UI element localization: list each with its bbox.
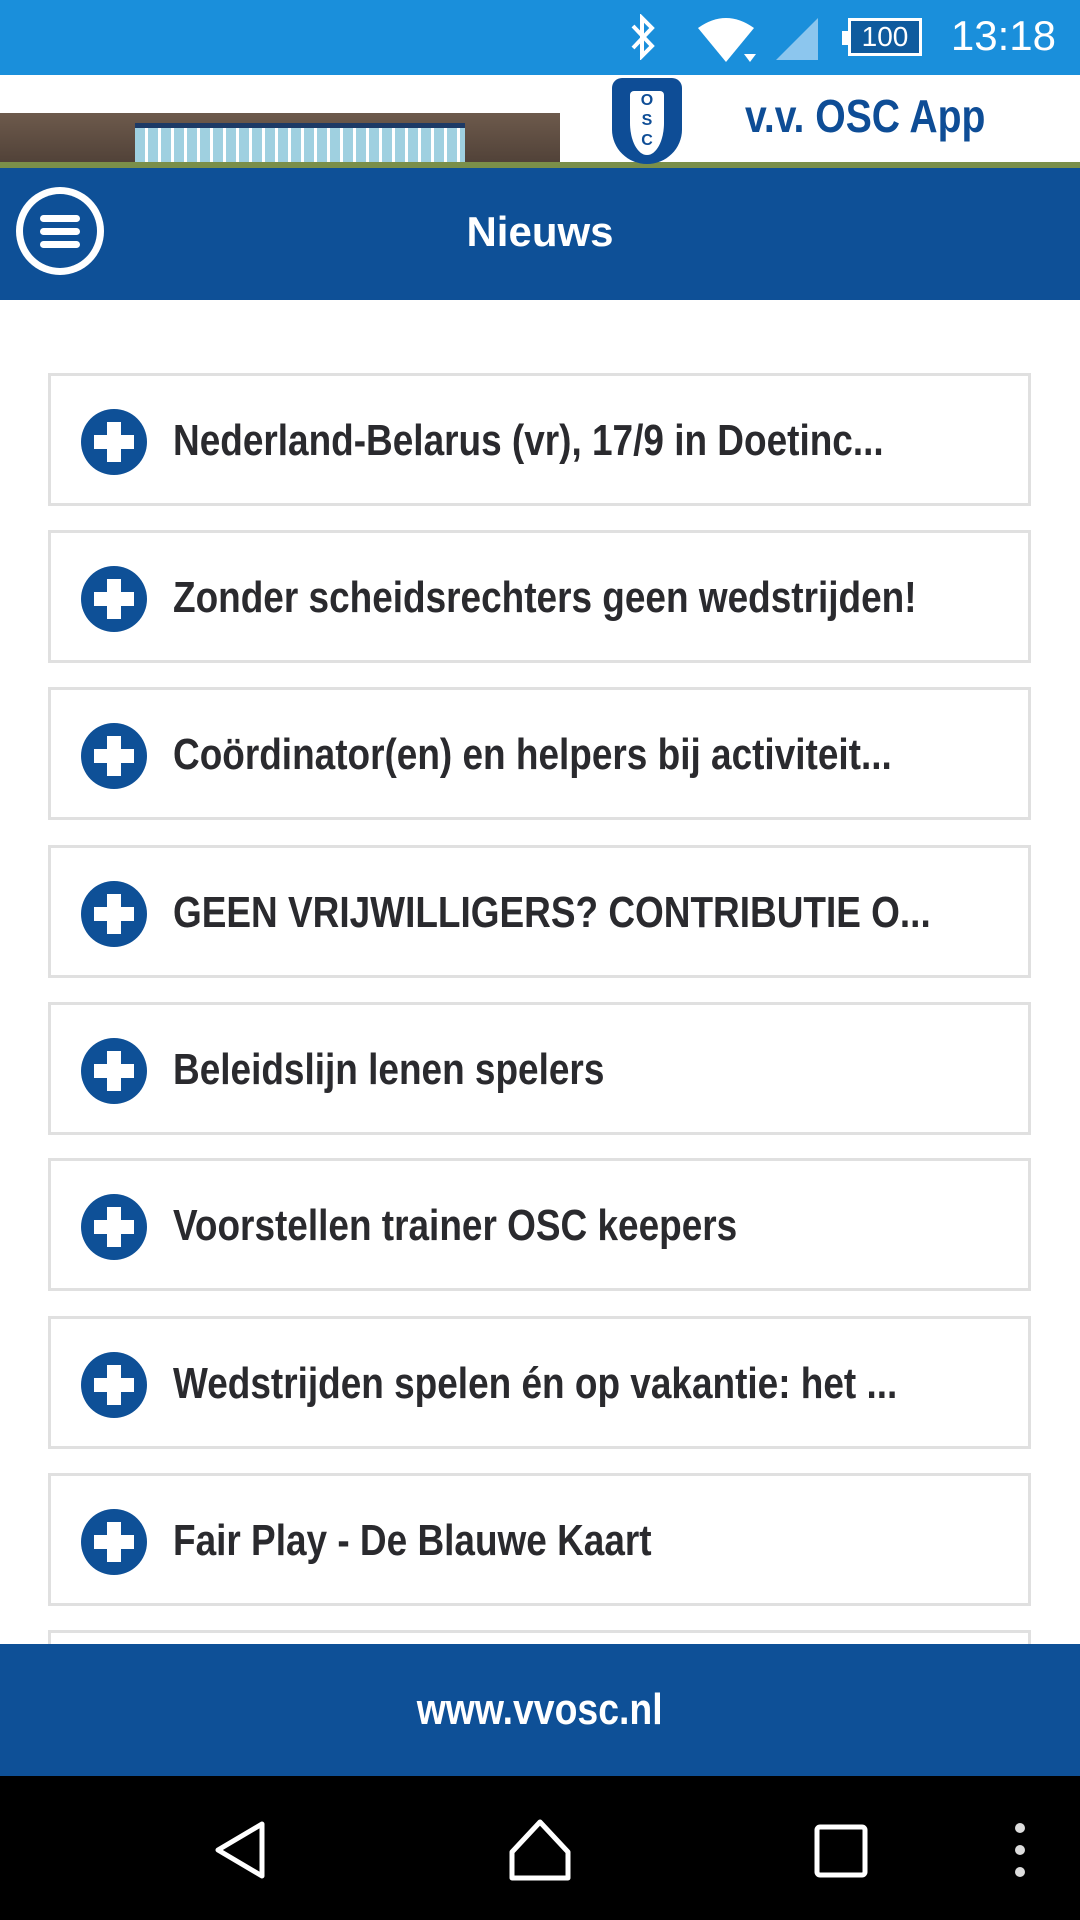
bluetooth-icon	[631, 14, 655, 60]
top-bar: Nieuws	[0, 168, 1080, 300]
plus-circle-icon	[81, 723, 147, 789]
plus-circle-icon	[81, 1509, 147, 1575]
news-item-title: Fair Play - De Blauwe Kaart	[173, 1516, 652, 1565]
news-item[interactable]: GEEN VRIJWILLIGERS? CONTRIBUTIE O...	[48, 845, 1031, 978]
signal-icon	[776, 18, 818, 60]
news-item-title: Coördinator(en) en helpers bij activitei…	[173, 730, 892, 779]
back-icon[interactable]	[210, 1820, 270, 1880]
website-link[interactable]: www.vvosc.nl	[0, 1644, 1080, 1776]
recents-icon[interactable]	[814, 1824, 868, 1878]
news-item-title: Wedstrijden spelen én op vakantie: het .…	[173, 1359, 898, 1408]
news-item[interactable]: Beleidslijn lenen spelers	[48, 1002, 1031, 1135]
news-item[interactable]: Nederland-Belarus (vr), 17/9 in Doetinc.…	[48, 373, 1031, 506]
status-bar: 100 13:18	[0, 0, 1080, 75]
more-options-icon[interactable]	[1010, 1820, 1030, 1880]
plus-circle-icon	[81, 409, 147, 475]
website-link-text: www.vvosc.nl	[417, 1685, 663, 1734]
status-time: 13:18	[950, 12, 1056, 59]
battery-icon: 100	[842, 18, 922, 56]
news-item-title: Zonder scheidsrechters geen wedstrijden!	[173, 573, 917, 622]
news-item[interactable]: Voorstellen trainer OSC keepers	[48, 1158, 1031, 1291]
plus-circle-icon	[81, 1038, 147, 1104]
hamburger-menu-icon[interactable]	[16, 187, 104, 275]
news-item-title: Nederland-Belarus (vr), 17/9 in Doetinc.…	[173, 416, 884, 465]
page-title: Nieuws	[466, 208, 614, 255]
news-item[interactable]: Wedstrijden spelen én op vakantie: het .…	[48, 1316, 1031, 1449]
news-item[interactable]: Fair Play - De Blauwe Kaart	[48, 1473, 1031, 1606]
plus-circle-icon	[81, 1194, 147, 1260]
news-item[interactable]: Coördinator(en) en helpers bij activitei…	[48, 687, 1031, 820]
wifi-icon	[698, 18, 756, 62]
app-title: v.v. OSC App	[745, 90, 986, 142]
news-item-title: Voorstellen trainer OSC keepers	[173, 1201, 738, 1250]
plus-circle-icon	[81, 881, 147, 947]
grass	[0, 162, 1080, 168]
news-item[interactable]: Zonder scheidsrechters geen wedstrijden!	[48, 530, 1031, 663]
home-icon[interactable]	[508, 1818, 572, 1882]
stadium-image	[0, 113, 560, 168]
news-item-title: Beleidslijn lenen spelers	[173, 1045, 605, 1094]
news-item-title: GEEN VRIJWILLIGERS? CONTRIBUTIE O...	[173, 888, 931, 937]
system-nav-bar	[0, 1776, 1080, 1920]
plus-circle-icon	[81, 1352, 147, 1418]
plus-circle-icon	[81, 566, 147, 632]
